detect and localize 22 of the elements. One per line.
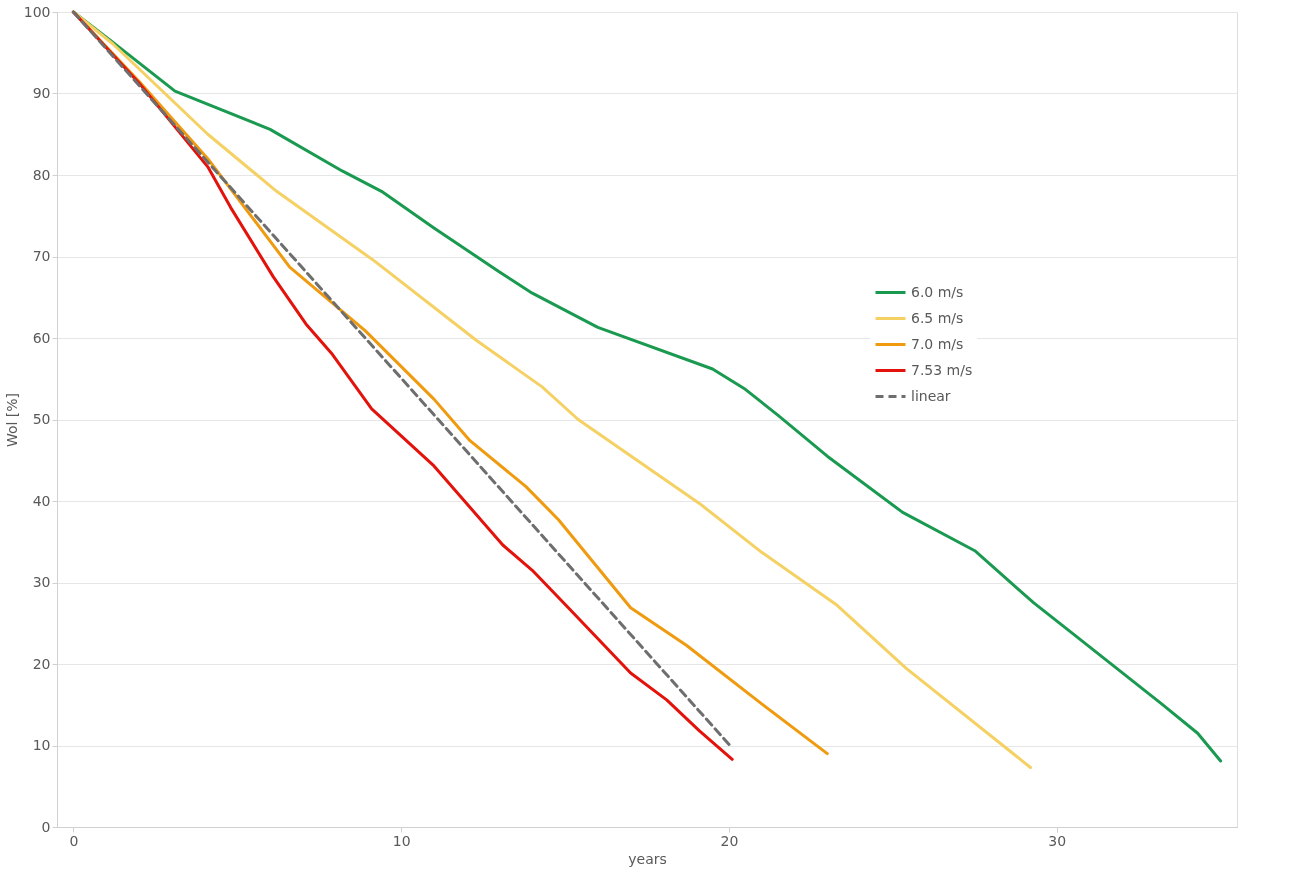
y-tick-label: 10	[32, 737, 51, 753]
legend-label: 7.53 m/s	[911, 361, 973, 378]
y-tick-label: 100	[23, 3, 51, 20]
x-tick-label: 0	[69, 832, 79, 849]
legend-label: 6.5 m/s	[911, 309, 964, 326]
y-tick-label: 60	[32, 329, 51, 346]
y-tick-label: 40	[32, 492, 51, 509]
y-axis-title: Wol [%]	[3, 392, 20, 448]
legend-label: 6.0 m/s	[911, 283, 964, 300]
y-tick-label: 80	[32, 166, 51, 183]
y-tick-label: 30	[32, 574, 51, 590]
y-tick-label: 20	[32, 655, 51, 672]
legend-label: linear	[911, 387, 951, 404]
y-tick-label: 70	[32, 248, 51, 264]
x-axis-title: years	[628, 850, 667, 867]
x-tick-label: 10	[392, 832, 411, 849]
x-tick-label: 20	[720, 832, 739, 849]
x-tick-label: 30	[1048, 832, 1067, 849]
y-tick-label: 50	[32, 411, 51, 427]
y-tick-label: 0	[41, 818, 51, 835]
y-tick-label: 90	[32, 85, 51, 101]
legend-label: 7.0 m/s	[911, 335, 964, 352]
